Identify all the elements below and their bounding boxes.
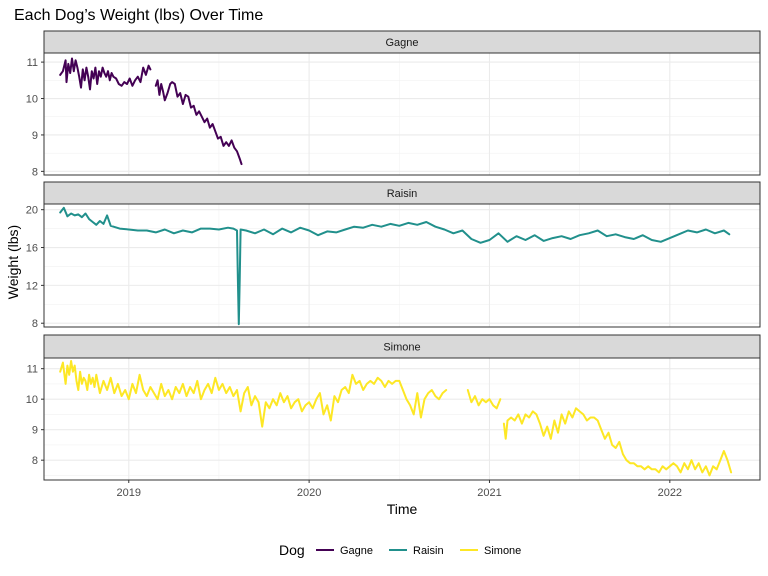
y-tick-label: 10 [26, 94, 38, 106]
y-axis-title: Weight (lbs) [5, 225, 21, 299]
y-tick-label: 9 [32, 425, 38, 437]
x-tick-label: 2020 [297, 487, 321, 499]
legend-label-gagne: Gagne [340, 545, 373, 557]
panel-border [43, 357, 761, 481]
panel-background [44, 204, 760, 327]
gridlines [44, 358, 760, 480]
y-tick-label: 16 [26, 243, 38, 255]
y-tick-label: 20 [26, 205, 38, 217]
facet-strip-label: Raisin [387, 188, 418, 200]
panel-border [43, 52, 761, 176]
series-line-gagne [59, 57, 152, 91]
series-line-simone [59, 360, 448, 428]
y-tick-label: 11 [27, 364, 38, 376]
y-tick-label: 10 [26, 394, 38, 406]
facet-panel-raisin: Raisin 8 12 16 20 [26, 181, 761, 330]
panel-border [43, 203, 761, 328]
x-axis: 2019 2020 2021 2022 [117, 480, 682, 499]
facet-panels: Gagne 8 9 10 11 Raisin 8 12 16 20 Simone 8 9 10 11 [26, 30, 761, 481]
y-tick-label: 9 [32, 130, 38, 142]
series-line-gagne [154, 79, 243, 166]
x-tick-label: 2022 [658, 487, 682, 499]
x-axis-title: Time [387, 501, 418, 517]
x-tick-label: 2019 [117, 487, 141, 499]
legend-title: Dog [279, 542, 305, 558]
facet-panel-gagne: Gagne 8 9 10 11 [26, 30, 761, 178]
legend: Dog Gagne Raisin Simone [279, 542, 521, 558]
facet-strip-label: Gagne [385, 37, 418, 49]
series-line-raisin [59, 206, 731, 326]
series-line-simone [502, 407, 733, 477]
series-line-simone [466, 389, 502, 410]
chart-title: Each Dog’s Weight (lbs) Over Time [14, 7, 263, 24]
gridlines [44, 53, 760, 175]
x-tick-label: 2021 [477, 487, 501, 499]
gridlines [44, 204, 760, 327]
y-tick-label: 8 [32, 166, 38, 178]
legend-label-raisin: Raisin [413, 545, 444, 557]
y-tick-label: 11 [27, 57, 38, 69]
legend-label-simone: Simone [484, 545, 521, 557]
y-tick-label: 12 [26, 280, 38, 292]
y-tick-label: 8 [32, 455, 38, 467]
facet-strip-label: Simone [383, 342, 420, 354]
panel-background [44, 53, 760, 175]
panel-background [44, 358, 760, 480]
y-tick-label: 8 [32, 318, 38, 330]
facet-panel-simone: Simone 8 9 10 11 [26, 334, 761, 481]
